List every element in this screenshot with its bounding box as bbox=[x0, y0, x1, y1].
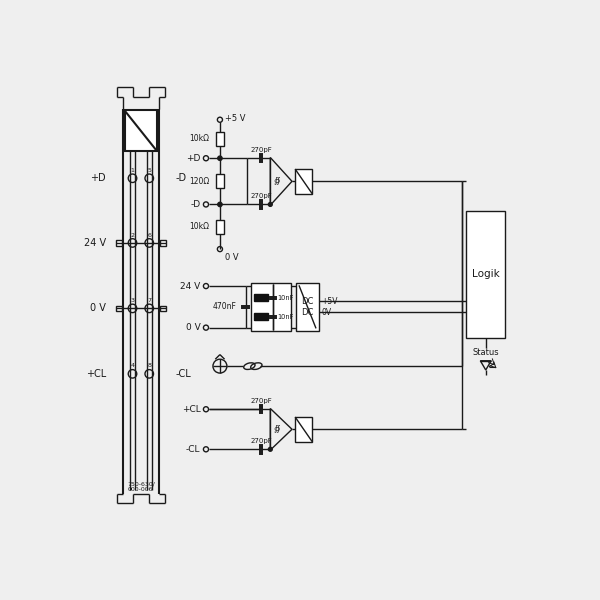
Text: 5: 5 bbox=[148, 168, 151, 173]
Text: 10nF: 10nF bbox=[277, 295, 293, 301]
Bar bbox=[116, 305, 122, 311]
Bar bbox=[251, 283, 291, 331]
Bar bbox=[295, 417, 312, 442]
Text: -CL: -CL bbox=[186, 445, 200, 454]
Bar bbox=[296, 283, 319, 331]
Text: 1: 1 bbox=[131, 168, 134, 173]
Text: 7: 7 bbox=[147, 298, 151, 303]
Text: 24 V: 24 V bbox=[181, 281, 200, 290]
Text: 0 V: 0 V bbox=[90, 304, 106, 313]
Circle shape bbox=[268, 203, 272, 206]
Text: +D: +D bbox=[91, 173, 106, 183]
Text: +CL: +CL bbox=[86, 369, 106, 379]
Text: -D: -D bbox=[176, 173, 187, 183]
Text: 470nF: 470nF bbox=[212, 302, 236, 311]
Text: 24 V: 24 V bbox=[84, 238, 106, 248]
Text: 0 V: 0 V bbox=[226, 253, 239, 262]
Text: ∯: ∯ bbox=[273, 176, 280, 185]
Text: ∯: ∯ bbox=[273, 424, 280, 433]
Text: +5V: +5V bbox=[322, 297, 338, 306]
Text: 270pF: 270pF bbox=[250, 438, 272, 444]
Text: DC: DC bbox=[301, 308, 314, 317]
Text: 0V: 0V bbox=[322, 308, 332, 317]
Text: -CL: -CL bbox=[176, 369, 191, 379]
Text: 270pF: 270pF bbox=[250, 147, 272, 153]
Text: 0 V: 0 V bbox=[186, 323, 200, 332]
Text: +D: +D bbox=[186, 154, 200, 163]
Bar bbox=[160, 305, 166, 311]
Bar bbox=[254, 294, 268, 301]
Bar bbox=[295, 169, 312, 194]
Text: Logik: Logik bbox=[472, 269, 500, 279]
Text: +5 V: +5 V bbox=[226, 115, 246, 124]
Text: +CL: +CL bbox=[182, 405, 200, 414]
Text: 120Ω: 120Ω bbox=[189, 177, 209, 186]
Text: 270pF: 270pF bbox=[250, 398, 272, 404]
Text: 8: 8 bbox=[148, 364, 151, 368]
Bar bbox=[254, 313, 268, 320]
Text: 750-630/
000-006: 750-630/ 000-006 bbox=[127, 482, 155, 493]
Circle shape bbox=[218, 156, 222, 160]
Bar bbox=[215, 175, 224, 188]
Text: 270pF: 270pF bbox=[250, 193, 272, 199]
Bar bbox=[116, 240, 122, 245]
Text: -D: -D bbox=[190, 200, 200, 209]
Bar bbox=[215, 220, 224, 233]
Text: Status: Status bbox=[472, 349, 499, 358]
Text: 10kΩ: 10kΩ bbox=[189, 134, 209, 143]
Text: 4: 4 bbox=[131, 364, 134, 368]
Circle shape bbox=[268, 448, 272, 451]
Circle shape bbox=[218, 202, 222, 206]
Bar bbox=[466, 211, 505, 338]
Text: 6: 6 bbox=[148, 233, 151, 238]
Bar bbox=[160, 240, 166, 245]
Text: 3: 3 bbox=[131, 298, 134, 303]
Text: 10nF: 10nF bbox=[277, 314, 293, 320]
Bar bbox=[215, 132, 224, 146]
Text: DC: DC bbox=[301, 297, 314, 306]
Text: 10kΩ: 10kΩ bbox=[189, 222, 209, 231]
Text: 2: 2 bbox=[131, 233, 134, 238]
Bar bbox=[125, 110, 157, 151]
